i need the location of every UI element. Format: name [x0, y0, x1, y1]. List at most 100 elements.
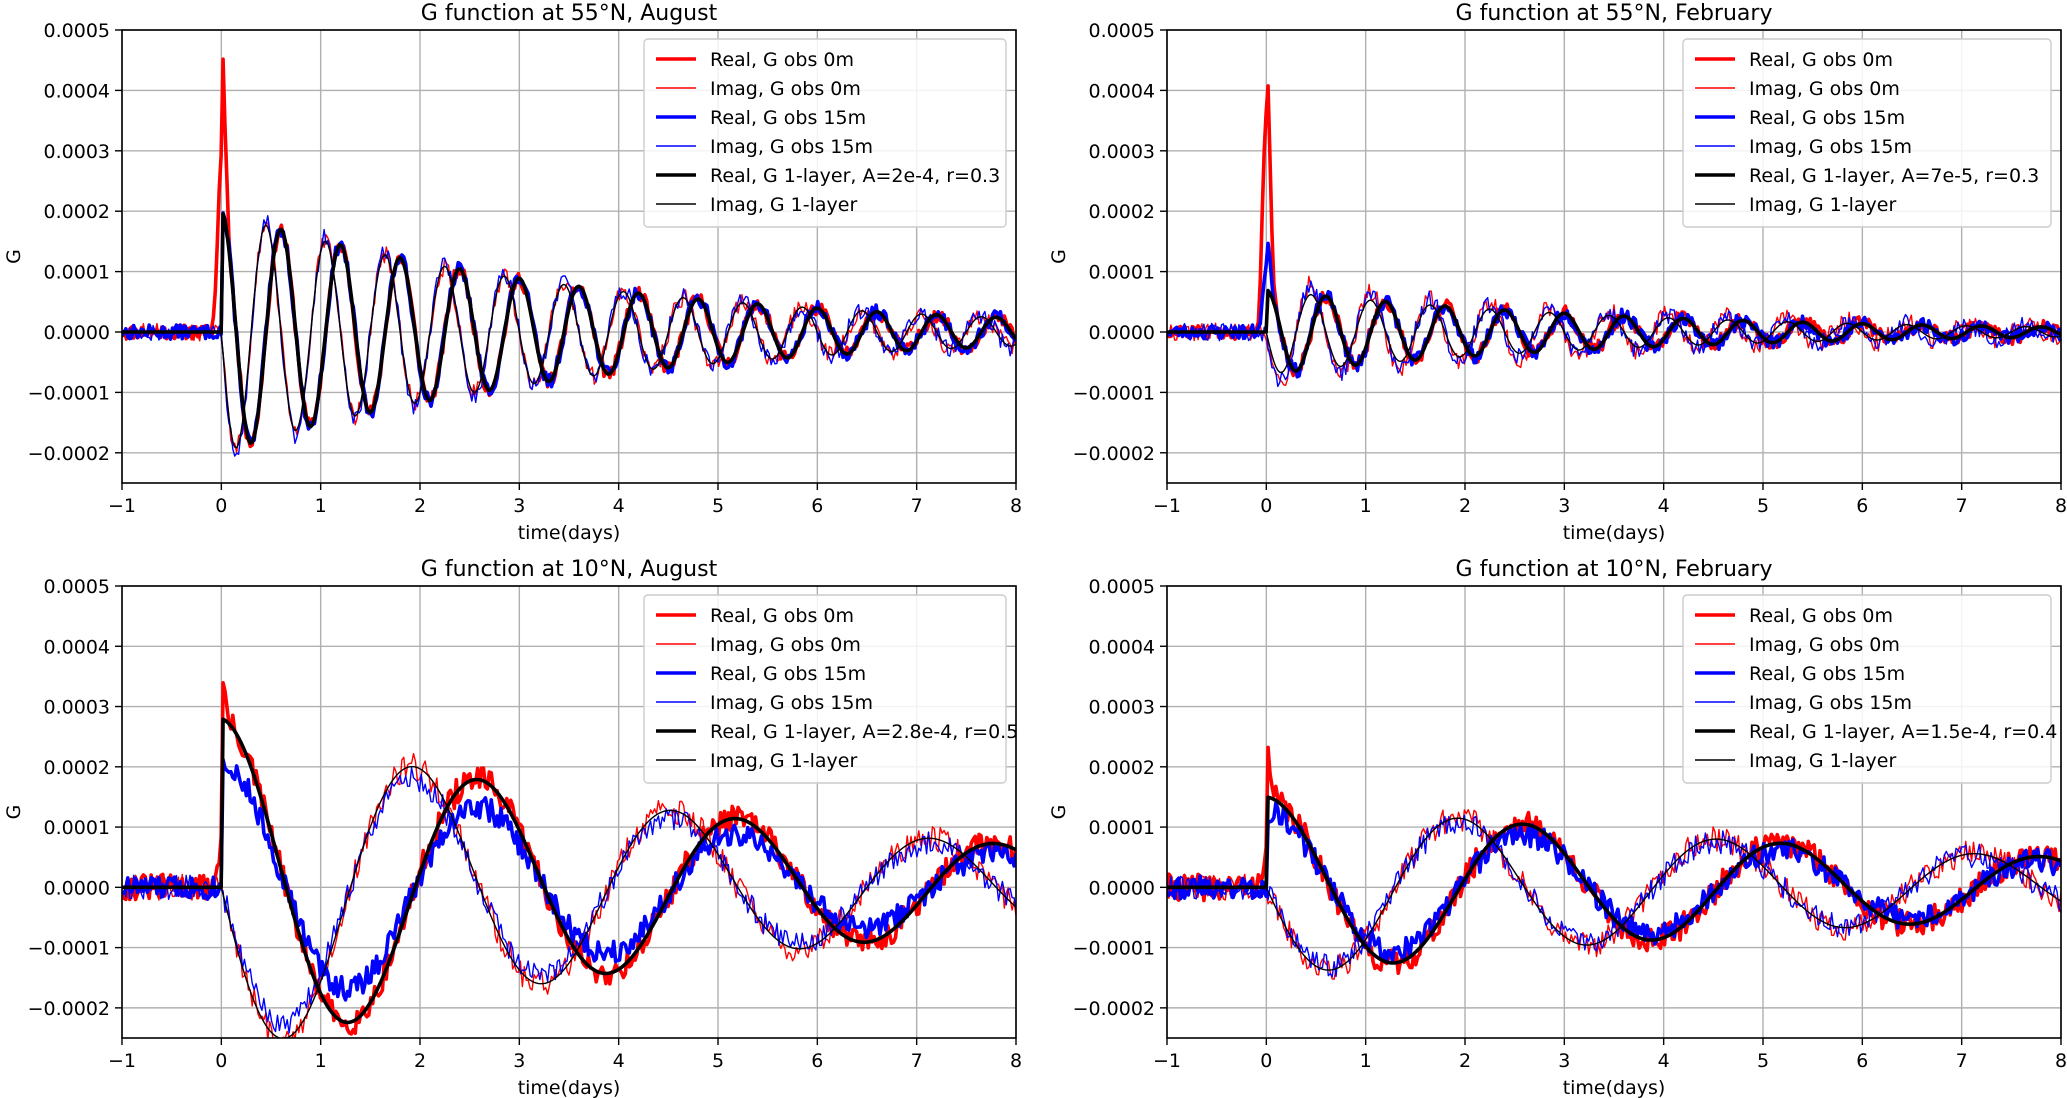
y-tick-label: 0.0000	[44, 322, 110, 344]
x-tick-label: −1	[108, 1050, 136, 1072]
y-tick-label: 0.0004	[1089, 80, 1155, 102]
series-line	[1167, 275, 2061, 387]
x-tick-label: 0	[215, 1050, 227, 1072]
x-tick-label: 8	[2055, 1050, 2067, 1072]
x-tick-label: 3	[513, 495, 525, 517]
chart-title: G function at 55°N, February	[1456, 1, 1773, 26]
x-tick-label: 3	[513, 1050, 525, 1072]
axes-frame	[121, 29, 1017, 484]
y-tick-label: −0.0002	[1073, 998, 1155, 1020]
y-tick-label: −0.0002	[28, 998, 110, 1020]
y-tick-label: 0.0005	[44, 576, 110, 598]
legend-label: Real, G 1-layer, A=1.5e-4, r=0.4	[1749, 721, 2057, 743]
legend-label: Imag, G obs 15m	[710, 136, 873, 158]
x-tick-label: 6	[1856, 495, 1868, 517]
x-tick-label: 2	[1459, 495, 1471, 517]
y-tick-label: −0.0001	[28, 382, 110, 404]
x-tick-label: 6	[811, 1050, 823, 1072]
chart-panel-1: −1 0 1 2 3 4 5 6 7 8 −0.0002 −0.0001 0.0000 0.0001 0.0…	[3, 1, 1022, 544]
legend: Real, G obs 0m Imag, G obs 0m Real, G obs …	[1682, 594, 2057, 784]
y-tick-label: 0.0003	[44, 697, 110, 719]
x-tick-label: 7	[911, 1050, 923, 1072]
y-axis-label: G	[1048, 805, 1070, 820]
chart-panel-2: −1 0 1 2 3 4 5 6 7 8 −0.0002 −0.0001 0.0000 0.0001 0.0…	[1048, 1, 2067, 544]
y-tick-label: 0.0000	[1089, 877, 1155, 899]
series-line	[122, 765, 1016, 1038]
x-tick-label: 2	[414, 1050, 426, 1072]
x-axis-label: time(days)	[1563, 1077, 1666, 1098]
series-line	[1167, 288, 2061, 373]
series-line	[1167, 801, 2061, 964]
series-line	[1167, 293, 2061, 374]
legend-box	[643, 594, 1007, 784]
series-line	[122, 211, 1016, 446]
legend-label: Real, G obs 15m	[1749, 663, 1905, 685]
y-tick-label: 0.0002	[1089, 757, 1155, 779]
x-tick-label: 0	[215, 495, 227, 517]
legend-label: Real, G 1-layer, A=2e-4, r=0.3	[710, 165, 1000, 187]
chart-panel-4: −1 0 1 2 3 4 5 6 7 8 −0.0002 −0.0001 0.0000 0.0001 0.0…	[1048, 557, 2067, 1098]
y-axis-label: G	[1048, 249, 1070, 264]
legend: Real, G obs 0m Imag, G obs 0m Real, G obs …	[643, 594, 1018, 784]
chart-title: G function at 10°N, February	[1456, 557, 1773, 582]
y-tick-label: 0.0001	[1089, 262, 1155, 284]
y-tick-label: 0.0005	[44, 20, 110, 42]
x-tick-label: 4	[613, 495, 625, 517]
series-line	[1167, 809, 2061, 980]
axes-frame	[1166, 585, 2062, 1039]
x-tick-label: 1	[315, 1050, 327, 1072]
legend-box	[1682, 38, 2052, 228]
x-tick-label: 1	[1360, 1050, 1372, 1072]
legend-label: Real, G obs 15m	[1749, 107, 1905, 129]
series-group	[1167, 745, 2061, 980]
x-axis-label: time(days)	[518, 522, 621, 544]
x-tick-label: 3	[1558, 1050, 1570, 1072]
x-tick-label: 5	[1757, 1050, 1769, 1072]
y-tick-label: −0.0001	[1073, 938, 1155, 960]
x-tick-label: 2	[1459, 1050, 1471, 1072]
x-tick-label: 3	[1558, 495, 1570, 517]
legend-label: Imag, G obs 15m	[1749, 692, 1912, 714]
series-line	[1167, 795, 2061, 965]
x-tick-label: 6	[1856, 1050, 1868, 1072]
y-tick-label: −0.0002	[1073, 443, 1155, 465]
x-tick-label: −1	[1153, 1050, 1181, 1072]
x-tick-label: 5	[712, 495, 724, 517]
series-line	[122, 767, 1016, 1034]
y-tick-label: 0.0004	[44, 80, 110, 102]
legend: Real, G obs 0m Imag, G obs 0m Real, G obs …	[1682, 38, 2052, 228]
legend-label: Imag, G obs 0m	[710, 634, 861, 656]
y-tick-label: 0.0002	[44, 757, 110, 779]
series-group	[1167, 84, 2061, 388]
legend-label: Imag, G obs 0m	[1749, 634, 1900, 656]
legend-label: Imag, G 1-layer	[710, 194, 857, 216]
axes-frame	[1166, 29, 2062, 484]
y-tick-label: 0.0003	[1089, 697, 1155, 719]
axes-frame	[121, 585, 1017, 1039]
series-line	[122, 224, 1016, 449]
y-axis-label: G	[3, 805, 25, 820]
legend-box	[643, 38, 1007, 228]
y-tick-label: 0.0005	[1089, 576, 1155, 598]
chart-panel-3: −1 0 1 2 3 4 5 6 7 8 −0.0002 −0.0001 0.0000 0.0001 0.0…	[3, 557, 1022, 1098]
legend-label: Imag, G 1-layer	[1749, 194, 1896, 216]
y-tick-label: −0.0001	[1073, 382, 1155, 404]
y-tick-label: 0.0000	[44, 877, 110, 899]
legend-label: Real, G obs 0m	[710, 605, 854, 627]
y-tick-label: 0.0001	[1089, 817, 1155, 839]
x-tick-label: 6	[811, 495, 823, 517]
y-tick-label: −0.0001	[28, 938, 110, 960]
series-line	[122, 752, 1016, 1038]
x-tick-label: 1	[315, 495, 327, 517]
x-tick-label: −1	[108, 495, 136, 517]
x-axis-label: time(days)	[1563, 522, 1666, 544]
x-tick-label: 4	[1658, 495, 1670, 517]
series-line	[122, 757, 1016, 1002]
x-tick-label: 0	[1260, 1050, 1272, 1072]
y-tick-label: −0.0002	[28, 443, 110, 465]
legend: Real, G obs 0m Imag, G obs 0m Real, G obs …	[643, 38, 1007, 228]
y-tick-label: 0.0001	[44, 817, 110, 839]
chart-title: G function at 55°N, August	[421, 1, 718, 26]
x-tick-label: 0	[1260, 495, 1272, 517]
